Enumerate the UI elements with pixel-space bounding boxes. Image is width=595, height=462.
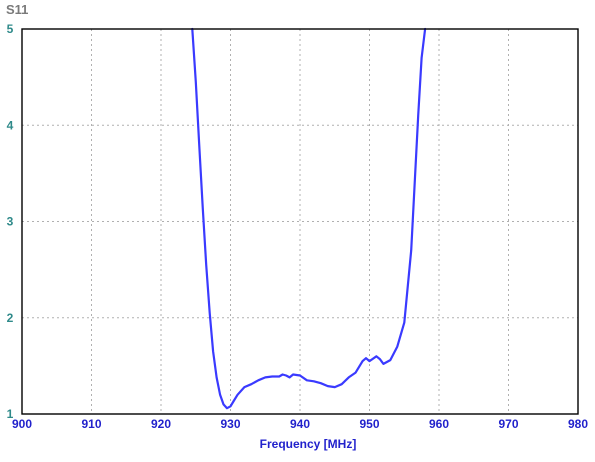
x-tick-labels: 900 910 920 930 940 950 960 970 980: [12, 417, 588, 431]
x-tick-label: 920: [151, 417, 171, 431]
y-tick-label: 5: [7, 22, 14, 36]
x-tick-label: 930: [220, 417, 240, 431]
chart-title: S11: [6, 2, 28, 17]
x-tick-label: 960: [429, 417, 449, 431]
x-tick-label: 900: [12, 417, 32, 431]
x-tick-label: 940: [290, 417, 310, 431]
y-tick-label: 4: [7, 118, 14, 132]
x-tick-label: 950: [359, 417, 379, 431]
x-tick-label: 980: [568, 417, 588, 431]
y-tick-label: 2: [7, 311, 14, 325]
x-tick-label: 970: [498, 417, 518, 431]
grid-lines: [22, 29, 578, 414]
plot-frame: [21, 28, 579, 415]
y-tick-label: 1: [7, 407, 14, 421]
s11-curve: [191, 27, 427, 410]
x-axis-label: Frequency [MHz]: [260, 437, 357, 451]
x-tick-label: 910: [81, 417, 101, 431]
y-tick-labels: 1 2 3 4 5: [7, 22, 14, 421]
y-tick-label: 3: [7, 215, 14, 229]
